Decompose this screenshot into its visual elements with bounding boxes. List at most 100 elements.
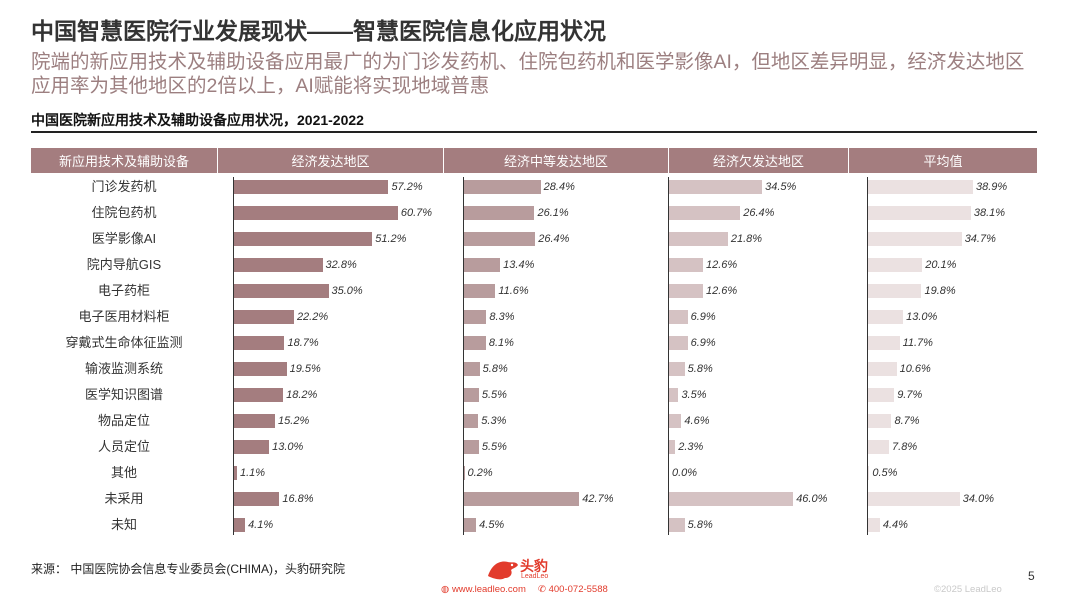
value-label: 11.7% xyxy=(902,337,933,349)
category-label: 穿戴式生命体征监测 xyxy=(65,335,183,350)
bar-series-0-row-13 xyxy=(234,518,246,532)
value-label: 46.0% xyxy=(796,493,828,505)
bar-series-3-row-7 xyxy=(868,362,897,376)
bar-series-0-row-7 xyxy=(234,362,287,376)
value-label: 0.0% xyxy=(672,467,698,479)
value-label: 6.9% xyxy=(690,337,716,349)
bar-series-2-row-2 xyxy=(669,232,728,246)
bar-series-3-row-3 xyxy=(868,258,923,272)
value-label: 18.2% xyxy=(286,389,318,401)
bar-series-2-row-10 xyxy=(669,440,676,454)
bar-series-1-row-6 xyxy=(464,336,486,350)
value-label: 19.5% xyxy=(289,363,321,375)
value-label: 34.5% xyxy=(765,181,797,193)
category-label: 人员定位 xyxy=(97,439,150,454)
bar-series-1-row-7 xyxy=(464,362,480,376)
value-label: 16.8% xyxy=(282,493,314,505)
bar-series-2-row-1 xyxy=(669,206,741,220)
value-label: 5.5% xyxy=(481,441,507,453)
value-label: 8.3% xyxy=(489,311,515,323)
category-label: 物品定位 xyxy=(97,413,150,428)
value-label: 8.7% xyxy=(894,415,920,427)
bar-series-2-row-9 xyxy=(669,414,682,428)
chart-title: 中国医院新应用技术及辅助设备应用状况，2021-2022 xyxy=(31,112,364,128)
title-divider xyxy=(31,131,1037,133)
bar-series-1-row-3 xyxy=(464,258,501,272)
bar-series-0-row-10 xyxy=(234,440,270,454)
phone-icon: ✆ xyxy=(538,584,546,595)
value-label: 35.0% xyxy=(331,285,363,297)
column-header-category: 新应用技术及辅助设备 xyxy=(31,148,217,173)
category-label: 电子医用材料柜 xyxy=(78,309,170,324)
value-label: 5.5% xyxy=(481,389,507,401)
bar-series-1-row-5 xyxy=(464,310,487,324)
value-label: 2.3% xyxy=(678,441,704,453)
bar-series-3-row-13 xyxy=(868,518,880,532)
website-link[interactable]: ◍ www.leadleo.com xyxy=(441,584,526,595)
value-label: 42.7% xyxy=(582,493,614,505)
logo-subname: LeadLeo xyxy=(521,573,549,580)
value-label: 9.7% xyxy=(897,389,923,401)
logo-name: 头豹 xyxy=(520,558,548,574)
value-label: 60.7% xyxy=(400,207,433,219)
bar-series-1-row-10 xyxy=(464,440,479,454)
value-label: 5.8% xyxy=(687,519,713,531)
axis-line-series-1 xyxy=(463,177,464,535)
bar-series-3-row-1 xyxy=(868,206,971,220)
bar-series-3-row-6 xyxy=(868,336,900,350)
value-label: 51.2% xyxy=(375,233,407,245)
value-label: 13.0% xyxy=(272,441,304,453)
bar-series-0-row-3 xyxy=(234,258,323,272)
value-label: 57.2% xyxy=(391,181,423,193)
column-header-less-developed: 经济欠发达地区 xyxy=(669,148,848,173)
column-header-moderate: 经济中等发达地区 xyxy=(444,148,668,173)
bar-series-1-row-2 xyxy=(464,232,536,246)
bar-series-1-row-9 xyxy=(464,414,479,428)
value-label: 26.1% xyxy=(537,207,569,219)
category-label: 未采用 xyxy=(104,491,144,506)
value-label: 22.2% xyxy=(296,311,329,323)
value-label: 13.0% xyxy=(906,311,938,323)
bar-series-1-row-4 xyxy=(464,284,496,298)
bar-series-3-row-4 xyxy=(868,284,922,298)
bar-series-3-row-11 xyxy=(868,466,870,480)
value-label: 5.8% xyxy=(482,363,508,375)
bar-series-3-row-9 xyxy=(868,414,892,428)
value-label: 8.1% xyxy=(488,337,514,349)
bar-series-2-row-3 xyxy=(669,258,704,272)
value-label: 26.4% xyxy=(538,233,570,245)
value-label: 10.6% xyxy=(899,363,931,375)
category-label: 其他 xyxy=(110,465,137,480)
value-label: 6.9% xyxy=(690,311,716,323)
value-label: 3.5% xyxy=(681,389,707,401)
leopard-logo-icon xyxy=(488,561,518,580)
bar-series-0-row-4 xyxy=(234,284,329,298)
globe-icon: ◍ xyxy=(441,584,450,595)
bar-series-0-row-12 xyxy=(234,492,280,506)
bar-series-0-row-9 xyxy=(234,414,276,428)
bar-series-1-row-12 xyxy=(464,492,580,506)
bar-series-0-row-6 xyxy=(234,336,285,350)
category-label: 未知 xyxy=(110,517,137,532)
value-label: 5.3% xyxy=(481,415,507,427)
value-label: 18.7% xyxy=(287,337,319,349)
category-label: 门诊发药机 xyxy=(91,179,157,194)
bar-series-3-row-8 xyxy=(868,388,895,402)
page-number: 5 xyxy=(1028,569,1035,583)
value-label: 28.4% xyxy=(543,181,575,193)
bar-series-1-row-11 xyxy=(464,466,465,480)
bar-series-2-row-12 xyxy=(669,492,794,506)
source-note: 来源： 中国医院协会信息专业委员会(CHIMA)，头豹研究院 xyxy=(31,562,345,576)
value-label: 5.8% xyxy=(687,363,713,375)
value-label: 4.1% xyxy=(248,519,274,531)
value-label: 34.0% xyxy=(962,493,994,505)
axis-line-series-2 xyxy=(668,177,669,535)
page-subtitle: 院端的新应用技术及辅助设备应用最广的为门诊发药机、住院包药机和医学影像AI，但地… xyxy=(31,51,1025,97)
bar-series-2-row-4 xyxy=(669,284,704,298)
value-label: 4.5% xyxy=(479,519,505,531)
website-text: www.leadleo.com xyxy=(451,584,526,595)
value-label: 1.1% xyxy=(239,467,266,479)
value-label: 11.6% xyxy=(498,285,529,297)
value-label: 26.4% xyxy=(743,207,775,219)
column-header-average: 平均值 xyxy=(849,148,1037,173)
